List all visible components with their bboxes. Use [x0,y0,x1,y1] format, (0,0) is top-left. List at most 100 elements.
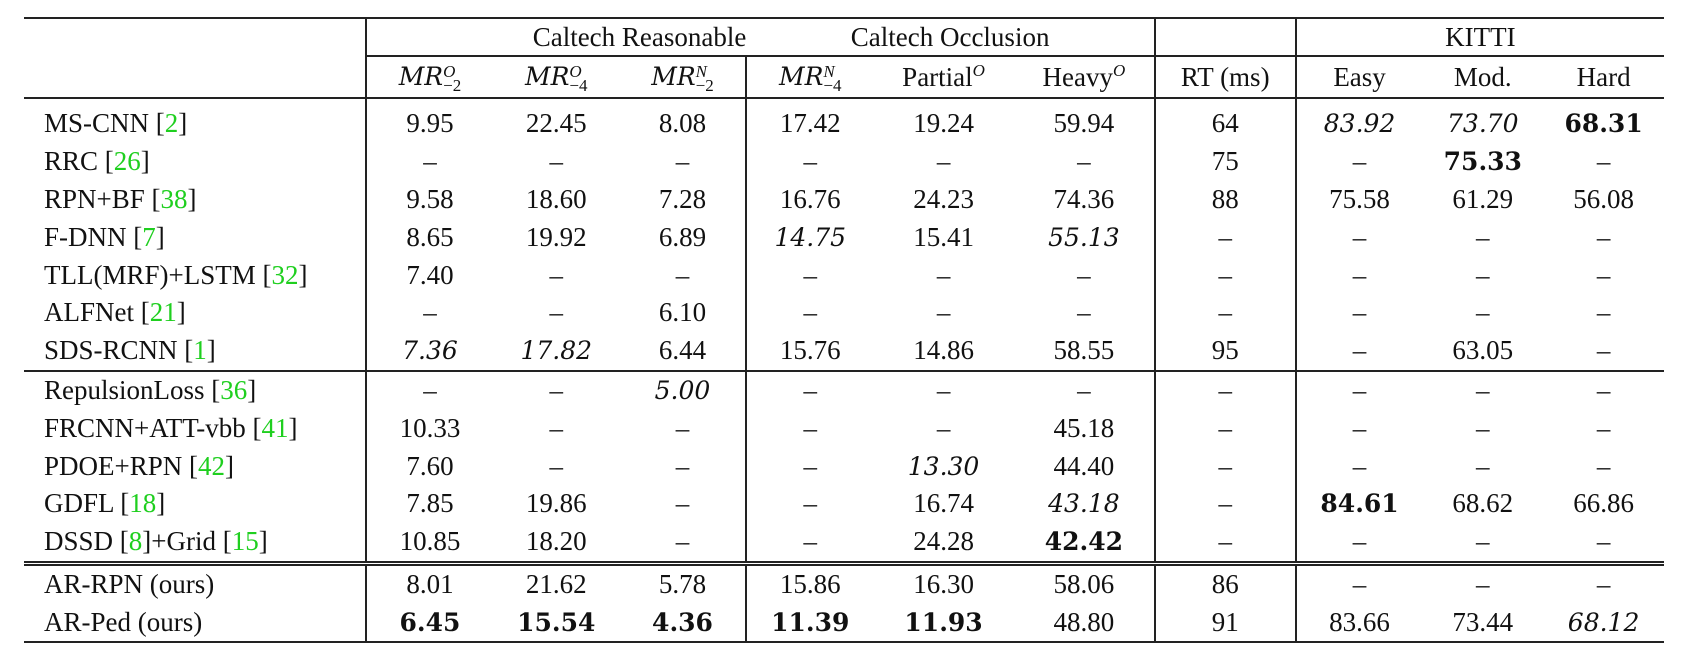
value-cell: – [1476,526,1490,557]
value-cell: 83.92 [1323,109,1396,139]
value-cell: 15.76 [779,335,841,366]
table-row: DSSD [8]+Grid [15] 10.85 18.20 – – 24.28 42.42… [24,522,1664,564]
value-cell: – [803,450,818,481]
method-name: RepulsionLoss [44,374,205,405]
value-cell: 19.24 [913,108,974,139]
value-cell: – [1476,221,1490,252]
citation-link[interactable]: 18 [129,488,157,519]
table-row: FRCNN+ATT-vbb [41] 10.33– – – –45.18– – – – [24,409,1664,448]
column-header-1: MR O −2 [366,56,493,99]
column-header-2: MR O −4 [492,56,620,99]
citation-link[interactable]: 38 [160,183,188,214]
method-name: TLL(MRF)+LSTM [44,259,256,290]
citation-link[interactable]: 2 [164,108,179,139]
column-header-6: HeavyO [1013,56,1156,99]
group-kitti: KITTI [1295,17,1664,57]
method-cell: GDFL [18] [24,484,368,523]
column-header-9: Mod. [1422,56,1544,99]
value-cell: 86 [1154,560,1297,604]
value-cell: 10.85 [399,526,461,557]
value-cell: – [1422,560,1544,604]
value-cell: 84.61 [1320,489,1399,519]
citation-link[interactable]: 21 [149,297,177,328]
value-cell: – [366,369,493,410]
value-cell: 5.00 [619,369,748,410]
table-row: SDS-RCNN [1] 7.36 17.82 6.44 15.76 14.86 58.55… [24,331,1664,371]
column-header-10: Hard [1543,56,1664,99]
value-cell: 43.18 [1013,484,1156,523]
value-cell: 10.33 [399,412,461,443]
value-cell: – [1596,450,1611,481]
value-cell: – [619,484,748,523]
value-cell: – [936,146,951,177]
value-cell: 16.74 [913,488,974,519]
value-cell: – [1013,369,1156,410]
table-row: RRC [26] – – – – – –75–75.33– [24,142,1664,181]
value-cell: 68.62 [1452,488,1514,519]
table-row: F-DNN [7] 8.65 19.92 6.89 14.75 15.41 55.13– – –… [24,218,1664,257]
group-caltech-reasonable: Caltech Reasonable [366,17,747,57]
value-cell: 18.20 [525,526,587,557]
table-row: RPN+BF [38] 9.58 18.60 7.28 16.76 24.23 74.36 8… [24,180,1664,219]
value-cell: – [803,488,818,519]
value-cell: – [1013,142,1156,181]
column-header-sub: −2 [695,75,714,95]
table-row: AR-RPN (ours) 8.01 21.62 5.78 15.86 16.30 58.0… [24,560,1664,604]
column-header-text: Hard [1576,61,1631,92]
citation-link[interactable]: 41 [261,412,289,443]
value-cell: 8.08 [619,98,748,143]
method-header-cell [24,56,368,99]
value-cell: 7.40 [406,259,454,290]
citation-link[interactable]: 42 [198,450,226,481]
value-cell: 73.70 [1447,109,1519,139]
value-cell: 44.40 [1013,447,1156,485]
citation-link[interactable]: 26 [113,146,141,177]
results-table-container: Caltech Reasonable Caltech Occlusion KIT… [24,17,1664,644]
citation-link[interactable]: 7 [142,221,156,252]
method-cell: AR-Ped (ours) [24,603,368,644]
value-cell: – [936,297,951,328]
table-row: ALFNet [21] – –6.10– – – – – – – [24,293,1664,332]
value-cell: 15.86 [746,560,874,604]
value-cell: – [549,450,563,481]
column-header-text: Easy [1333,61,1386,92]
value-cell: 14.75 [774,222,847,252]
value-cell: – [1422,369,1544,410]
value-cell: 74.36 [1013,180,1156,219]
value-cell: – [1476,259,1490,290]
value-cell: – [1596,146,1611,177]
citation-link[interactable]: 8 [128,526,143,557]
column-header-base: MR [398,62,444,92]
value-cell: – [1543,369,1664,410]
citation-link[interactable]: 1 [193,335,207,366]
column-header-5: PartialO [873,56,1014,99]
value-cell: – [1154,447,1297,485]
value-cell: – [803,259,818,290]
value-cell: 66.86 [1573,488,1634,519]
value-cell: – [1352,297,1367,328]
citation-link[interactable]: 36 [220,374,248,405]
value-cell: 8.65 [406,221,454,252]
value-cell: – [1013,293,1156,332]
value-cell: – [1352,259,1367,290]
value-cell: 45.18 [1013,409,1156,448]
column-header-base: MR [779,62,824,92]
value-cell: 13.30 [907,451,980,481]
value-cell: 19.86 [525,488,587,519]
citation-link[interactable]: 15 [231,526,259,557]
value-cell: – [1154,218,1297,257]
value-cell: – [1154,369,1297,410]
citation-link[interactable]: 32 [271,259,299,290]
column-header-base: MR [524,62,570,92]
value-cell: 64 [1154,98,1297,143]
table-row: AR-Ped (ours) 6.45 15.54 4.36 11.39 11.93 48.8… [24,603,1664,644]
value-cell: – [1352,335,1367,366]
column-header-sup: O [443,61,456,81]
value-cell: 9.58 [406,183,454,214]
value-cell: 7.36 [402,336,458,366]
value-cell: – [423,297,437,328]
value-cell: – [549,297,563,328]
value-cell: – [549,259,563,290]
method-cell: FRCNN+ATT-vbb [41] [24,409,368,448]
method-name: RRC [44,146,99,177]
